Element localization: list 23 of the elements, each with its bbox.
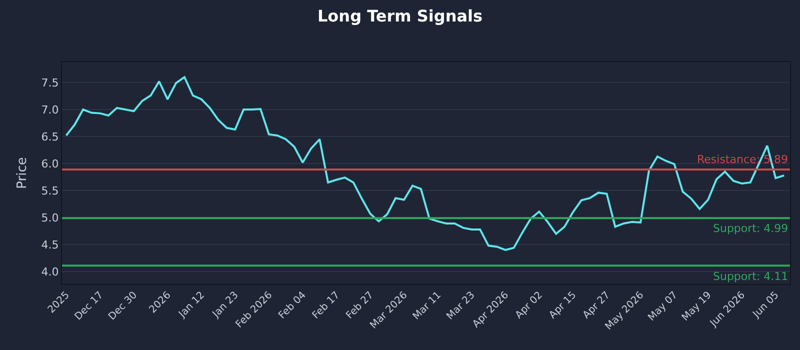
x-tick-label: Jan 12	[176, 290, 208, 321]
x-tick-label: Feb 04	[276, 290, 308, 322]
x-tick-label: Mar 11	[411, 290, 444, 322]
y-tick-label: 4.5	[41, 238, 59, 252]
x-tick-label: Dec 17	[72, 290, 106, 323]
line-series	[65, 76, 786, 251]
y-tick-label: 7.0	[41, 103, 59, 116]
chart-title: Long Term Signals	[317, 6, 483, 26]
y-tick-label: 7.5	[41, 76, 59, 90]
y-tick-label: 5.5	[41, 184, 59, 198]
y-tick-label: 4.0	[41, 265, 59, 278]
ref-line-label: Support: 4.11	[713, 270, 788, 283]
y-tick-label: 6.5	[41, 130, 59, 144]
y-tick-label: 5.0	[41, 211, 59, 224]
x-tick-label: Feb 17	[310, 290, 342, 322]
y-axis-title: Price	[15, 157, 30, 189]
x-tick-label: Apr 02	[514, 290, 545, 322]
x-tick-label: Apr 15	[547, 290, 579, 322]
x-tick-label: Jun 05	[750, 290, 782, 321]
x-tick-label: Jan 23	[210, 290, 241, 321]
x-tick-label: Dec 30	[106, 290, 140, 323]
ref-line-label: Support: 4.99	[713, 222, 788, 235]
y-tick-label: 6.0	[41, 157, 59, 170]
